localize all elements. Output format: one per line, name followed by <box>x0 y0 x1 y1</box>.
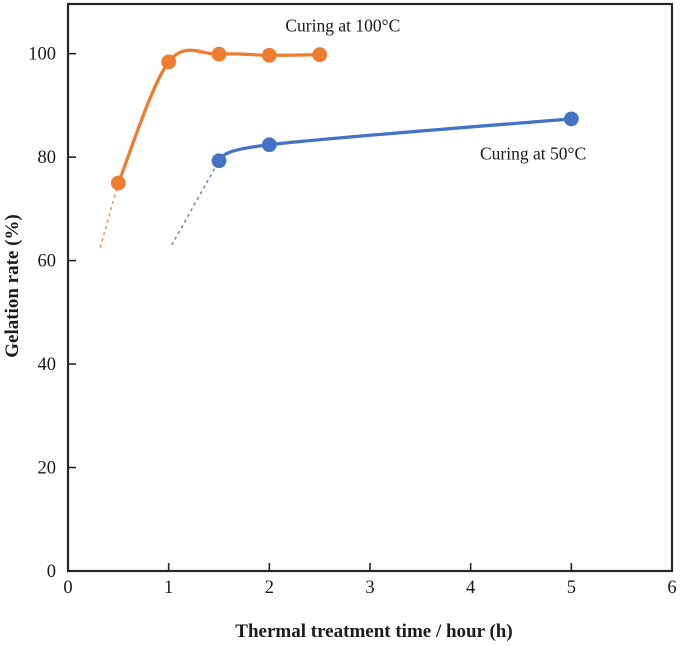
x-axis-title: Thermal treatment time / hour (h) <box>235 621 513 642</box>
series-0-data-point-marker <box>312 47 328 63</box>
series-label-curing-50c: Curing at 50°C <box>479 143 587 164</box>
x-tick-label: 6 <box>667 578 676 598</box>
x-tick-label: 3 <box>365 578 374 598</box>
y-tick-label: 40 <box>38 355 57 375</box>
y-tick-label: 100 <box>28 45 56 65</box>
x-tick-label: 1 <box>164 578 173 598</box>
y-tick-label: 0 <box>47 562 56 582</box>
y-tick-label: 80 <box>38 148 57 168</box>
y-tick-label: 20 <box>38 459 57 479</box>
series-0-data-point-marker <box>161 54 177 70</box>
x-tick-label: 2 <box>265 578 274 598</box>
x-tick-label: 0 <box>63 578 72 598</box>
series-0-line <box>116 48 322 185</box>
y-tick-label: 60 <box>38 252 57 272</box>
series-0-data-point-marker <box>211 46 227 62</box>
x-tick-label: 5 <box>567 578 576 598</box>
y-axis-title: Gelation rate (%) <box>2 214 23 358</box>
series-label-curing-100c: Curing at 100°C <box>285 15 401 36</box>
series-1-data-point-marker <box>261 137 277 153</box>
series-0-dashed-extrapolation <box>99 182 120 248</box>
series-0-data-point-marker <box>261 47 277 63</box>
plot-border <box>66 2 674 573</box>
series-0-data-point-marker <box>110 175 126 191</box>
series-1-dashed-extrapolation <box>171 160 220 246</box>
series-1-data-point-marker <box>211 153 227 169</box>
series-1-data-point-marker <box>563 111 579 127</box>
x-tick-label: 4 <box>466 578 475 598</box>
